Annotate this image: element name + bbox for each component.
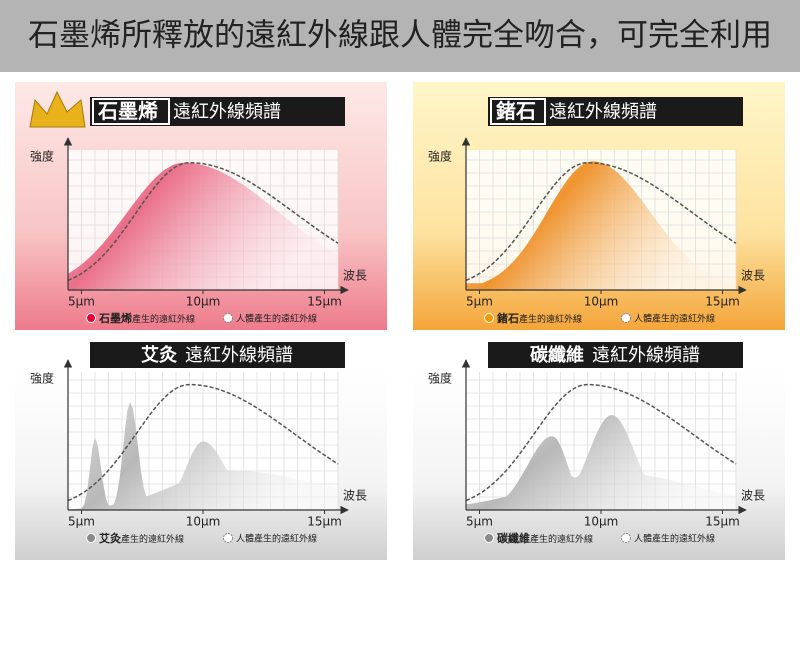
legend-name: 石墨烯 xyxy=(98,311,132,325)
header-highlight: 石墨烯 xyxy=(97,99,158,123)
x-tick-label: 5μm xyxy=(68,295,95,309)
x-tick-label: 10μm xyxy=(186,295,221,309)
legend-name: 鍺石 xyxy=(497,311,519,325)
legend-entry: 人體產生的遠紅外線 xyxy=(236,313,317,325)
header-text: 遠紅外線頻譜 xyxy=(592,345,700,366)
x-axis-label: 波長 xyxy=(741,269,765,283)
legend-swatch xyxy=(621,313,631,323)
x-axis-label: 波長 xyxy=(343,269,367,283)
legend-text: 產生的遠紅外線 xyxy=(121,533,184,545)
legend-name: 艾灸 xyxy=(99,531,121,545)
legend-entry: 人體產生的遠紅外線 xyxy=(236,533,317,545)
x-tick-label: 5μm xyxy=(68,515,95,529)
legend-text: 產生的遠紅外線 xyxy=(519,313,582,325)
x-tick-label: 15μm xyxy=(307,515,342,529)
human-curve xyxy=(67,383,339,502)
legend-swatch xyxy=(223,533,233,543)
legend-swatch xyxy=(223,313,233,323)
x-tick-label: 10μm xyxy=(584,515,619,529)
legend-text: 產生的遠紅外線 xyxy=(530,533,593,545)
legend-swatch xyxy=(484,313,494,323)
header-highlight-box xyxy=(92,98,170,125)
legend-text: 產生的遠紅外線 xyxy=(132,313,195,325)
x-axis-label: 波長 xyxy=(741,489,765,503)
header-highlight-box xyxy=(490,98,546,125)
legend-entry: 鍺石產生的遠紅外線 xyxy=(497,311,582,325)
emission-area xyxy=(68,162,338,290)
header-highlight: 碳纖維 xyxy=(530,344,584,366)
header-bar xyxy=(488,342,743,368)
legend-entry: 石墨烯產生的遠紅外線 xyxy=(98,311,195,325)
x-tick-label: 10μm xyxy=(186,515,221,529)
emission-area xyxy=(466,415,736,510)
x-tick-label: 15μm xyxy=(705,515,740,529)
legend-entry: 人體產生的遠紅外線 xyxy=(634,533,715,545)
header-bar xyxy=(90,342,345,368)
legend-swatch xyxy=(484,533,494,543)
x-axis-label: 波長 xyxy=(343,489,367,503)
emission-area xyxy=(68,401,338,510)
x-tick-label: 15μm xyxy=(307,295,342,309)
header-text: 遠紅外線頻譜 xyxy=(185,345,293,366)
header: 艾灸 遠紅外線頻譜 xyxy=(141,344,293,366)
y-axis-label: 強度 xyxy=(428,371,452,386)
y-axis-label: 強度 xyxy=(30,149,54,164)
legend-entry: 艾灸產生的遠紅外線 xyxy=(99,531,184,545)
legend-swatch xyxy=(86,313,96,323)
human-curve xyxy=(465,383,737,502)
legend-entry: 碳纖維產生的遠紅外線 xyxy=(497,531,593,545)
legend-entry: 人體產生的遠紅外線 xyxy=(634,313,715,325)
legend-swatch xyxy=(621,533,631,543)
x-tick-label: 15μm xyxy=(705,295,740,309)
header-text: 遠紅外線頻譜 xyxy=(549,102,657,123)
x-tick-label: 10μm xyxy=(584,295,619,309)
header-text: 遠紅外線頻譜 xyxy=(173,102,281,123)
y-axis-label: 強度 xyxy=(30,371,54,386)
human-curve xyxy=(465,161,737,282)
header-highlight: 鍺石 xyxy=(496,99,536,123)
x-tick-label: 5μm xyxy=(466,295,493,309)
human-curve xyxy=(67,161,339,282)
legend-swatch xyxy=(86,533,96,543)
legend-name: 碳纖維 xyxy=(497,531,530,545)
title-bar xyxy=(0,0,800,72)
emission-area xyxy=(466,161,736,290)
y-axis-label: 強度 xyxy=(428,149,452,164)
header: 碳纖維 遠紅外線頻譜 xyxy=(530,344,700,366)
page-title: 石墨烯所釋放的遠紅外線跟人體完全吻合，可完全利用 xyxy=(28,18,772,54)
crown-icon xyxy=(29,90,86,128)
header-highlight: 艾灸 xyxy=(141,344,177,366)
x-tick-label: 5μm xyxy=(466,515,493,529)
